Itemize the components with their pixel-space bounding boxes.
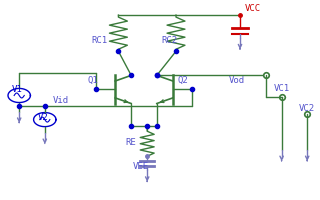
Text: VCC: VCC	[245, 4, 261, 12]
Text: Vid: Vid	[53, 96, 69, 104]
Text: Q2: Q2	[177, 76, 188, 84]
Text: RE: RE	[126, 138, 137, 146]
Text: RC1: RC1	[91, 36, 107, 44]
Text: VC1: VC1	[274, 84, 290, 92]
Text: Q1: Q1	[87, 76, 98, 84]
Text: RC2: RC2	[162, 36, 178, 44]
Text: V1: V1	[12, 85, 23, 93]
Text: VC2: VC2	[299, 104, 315, 112]
Text: Vod: Vod	[229, 76, 245, 84]
Text: VEE: VEE	[133, 162, 149, 170]
Text: V2: V2	[38, 113, 49, 121]
